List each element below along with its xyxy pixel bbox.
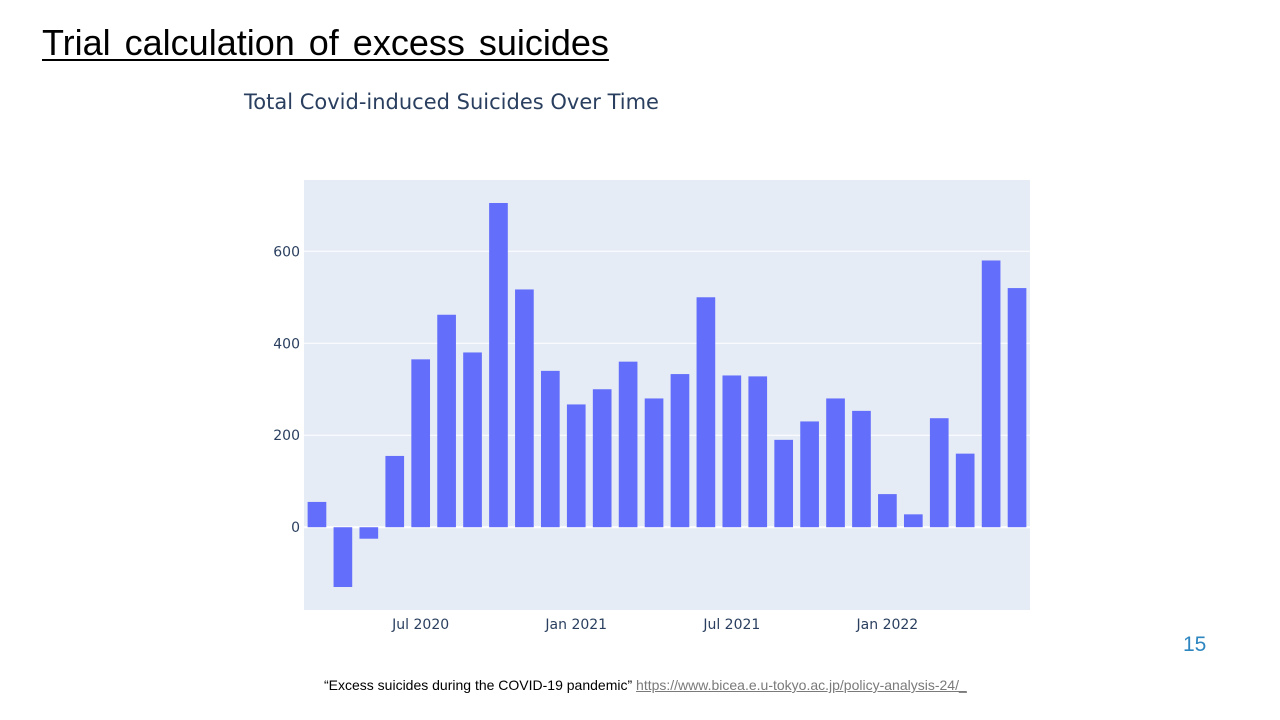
bar bbox=[1007, 288, 1027, 528]
bar bbox=[644, 398, 664, 528]
source-text: “Excess suicides during the COVID-19 pan… bbox=[324, 677, 633, 693]
page-number: 15 bbox=[1183, 633, 1207, 656]
bar bbox=[540, 370, 560, 528]
bar bbox=[566, 404, 586, 528]
slide-title: Trial calculation of excess suicides bbox=[42, 22, 609, 63]
bar bbox=[955, 453, 975, 528]
bar bbox=[333, 527, 353, 588]
source-citation: “Excess suicides during the COVID-19 pan… bbox=[324, 677, 967, 693]
bar bbox=[411, 359, 431, 528]
bar bbox=[307, 501, 327, 528]
bar bbox=[437, 314, 456, 528]
bar bbox=[722, 375, 742, 528]
chart-title: Total Covid-induced Suicides Over Time bbox=[244, 90, 659, 114]
bar bbox=[878, 494, 897, 528]
y-tick-label: 400 bbox=[273, 336, 300, 352]
bar bbox=[359, 527, 379, 539]
bar bbox=[463, 352, 482, 528]
source-link[interactable]: https://www.bicea.e.u-tokyo.ac.jp/policy… bbox=[636, 677, 967, 693]
bar bbox=[670, 374, 690, 528]
bar bbox=[852, 410, 871, 528]
x-tick-label: Jul 2021 bbox=[702, 617, 760, 633]
x-tick-label: Jan 2022 bbox=[856, 617, 919, 633]
bar bbox=[489, 202, 508, 528]
bar bbox=[515, 289, 534, 528]
bar bbox=[385, 455, 405, 528]
y-tick-label: 200 bbox=[273, 428, 300, 444]
bar bbox=[696, 297, 716, 528]
bar bbox=[929, 418, 949, 528]
bar bbox=[774, 439, 794, 528]
y-tick-label: 600 bbox=[273, 244, 300, 260]
bar bbox=[618, 361, 638, 528]
bar bbox=[903, 514, 923, 528]
y-tick-label: 0 bbox=[291, 520, 300, 536]
x-tick-label: Jan 2021 bbox=[544, 617, 607, 633]
bar bbox=[826, 398, 845, 528]
bar bbox=[592, 389, 612, 528]
bar bbox=[748, 376, 768, 528]
bar bbox=[981, 260, 1001, 528]
bar bbox=[800, 421, 819, 528]
x-tick-label: Jul 2020 bbox=[391, 617, 449, 633]
